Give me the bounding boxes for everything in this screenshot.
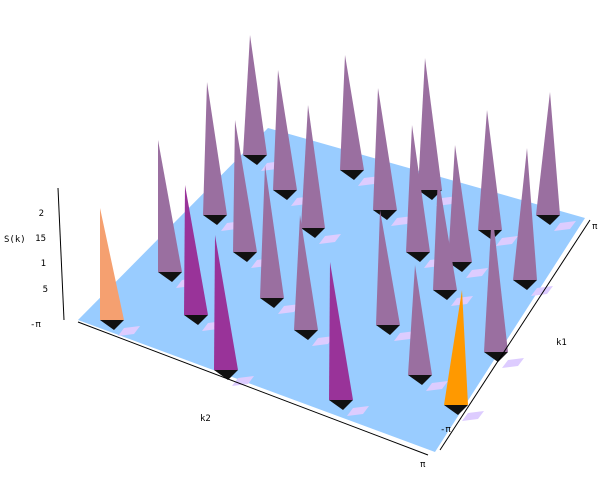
peak [273, 70, 297, 190]
peak [513, 148, 537, 280]
peak [448, 145, 472, 262]
peak [408, 265, 432, 375]
peak [214, 235, 238, 370]
peak [184, 185, 208, 315]
peak [260, 165, 284, 298]
k1-axis-label: k1 [556, 338, 567, 348]
peak-shadow [376, 325, 400, 335]
peak-pad [531, 286, 553, 296]
peak-shadow [418, 190, 442, 200]
peak [294, 215, 318, 330]
peak-shadow [233, 252, 257, 262]
z-tick-label: 5 [43, 285, 48, 295]
peak-pad [391, 216, 413, 226]
peak-pad [426, 381, 448, 391]
peak-shadow [184, 315, 208, 325]
peak-shadow [513, 280, 537, 290]
z-tick-label: 1 [41, 259, 46, 269]
peak [203, 82, 227, 215]
peak-shadow [214, 370, 238, 380]
peak-pad [347, 406, 369, 416]
peak-shadow [444, 405, 468, 415]
peak [373, 88, 397, 210]
peak [329, 262, 353, 400]
peak-shadow [373, 210, 397, 220]
k1-axis [439, 219, 591, 451]
z-axis [57, 187, 65, 321]
peak [444, 290, 468, 405]
k1-start-label: -π [440, 425, 451, 435]
peak-shadow [448, 262, 472, 272]
peak-pad [466, 268, 488, 278]
peak-shadow [273, 190, 297, 200]
peak [301, 105, 325, 228]
k2-axis [77, 321, 429, 456]
peak [243, 35, 267, 155]
peak-shadow [478, 230, 502, 240]
peak-shadow [158, 272, 182, 282]
peak [100, 208, 124, 320]
z-tick-label: 2 [39, 209, 44, 219]
peak-shadow [243, 155, 267, 165]
peak-shadow [329, 400, 353, 410]
z-bottom-label: -π [30, 320, 41, 330]
k2-axis-label: k2 [200, 414, 211, 424]
peak [158, 140, 182, 272]
peak-pad [312, 336, 334, 346]
peak-pad [319, 234, 341, 244]
k1-end-label: π [592, 222, 598, 232]
peak [433, 175, 457, 290]
peak-shadow [294, 330, 318, 340]
peak-shadow [100, 320, 124, 330]
peak-shadow [301, 228, 325, 238]
peak-pad [278, 304, 300, 314]
peak-shadow [433, 290, 457, 300]
peak-shadow [260, 298, 284, 308]
peak-shadow [340, 170, 364, 180]
k2-end-label: π [420, 460, 426, 470]
peak-shadow [406, 252, 430, 262]
peak-shadow [203, 215, 227, 225]
peak-pad [496, 236, 518, 246]
peak-pad [232, 376, 254, 386]
peak-shadow [408, 375, 432, 385]
peak-pad [394, 331, 416, 341]
peak-shadow [536, 215, 560, 225]
peak [536, 92, 560, 215]
peak-pad [118, 326, 140, 336]
peak [376, 210, 400, 325]
peak [418, 58, 442, 190]
peak [484, 210, 508, 352]
peak-pad [502, 358, 524, 368]
peak [340, 55, 364, 170]
peak [478, 110, 502, 230]
peak-pad [462, 411, 484, 421]
z-tick-label: 15 [35, 234, 46, 244]
peak [233, 120, 257, 252]
peak-pad [554, 221, 576, 231]
peaks [100, 35, 576, 421]
peak [406, 125, 430, 252]
z-axis-label: S(k) [4, 235, 26, 245]
